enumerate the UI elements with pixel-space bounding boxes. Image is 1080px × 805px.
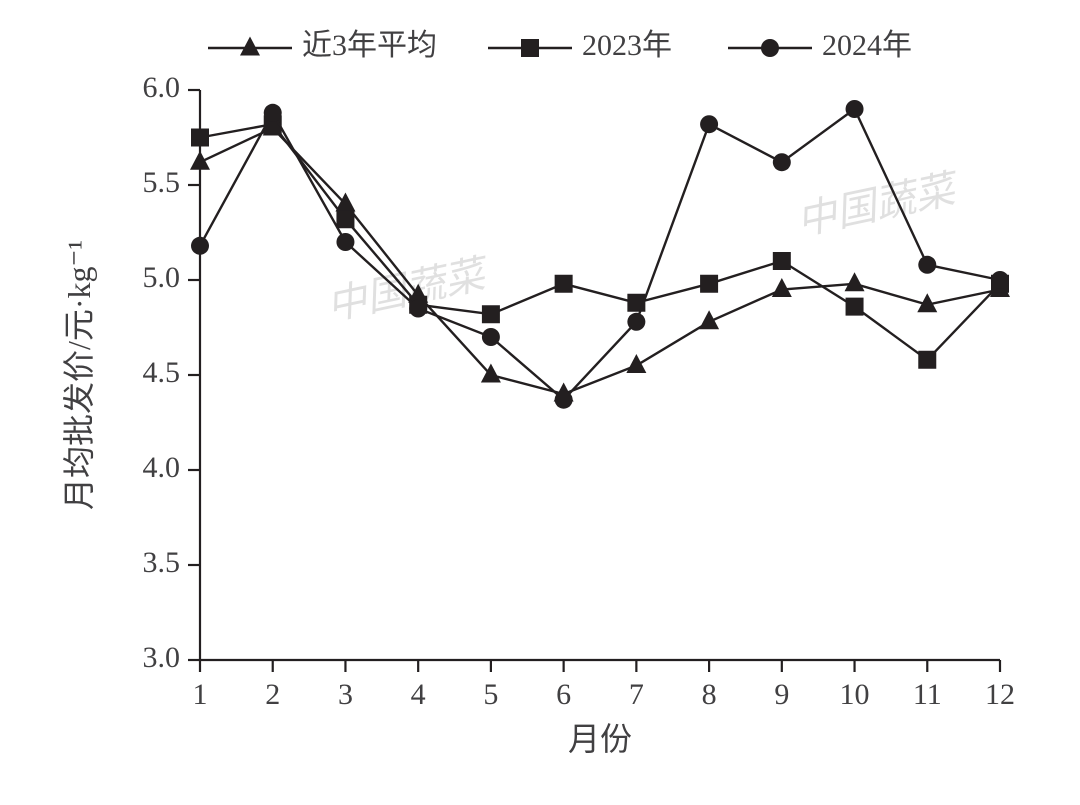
legend-label: 2023年 xyxy=(582,29,672,62)
marker-circle xyxy=(627,313,645,331)
marker-circle xyxy=(846,100,864,118)
marker-square xyxy=(521,39,539,57)
marker-square xyxy=(918,351,936,369)
legend-label: 2024年 xyxy=(822,29,912,62)
legend-label: 近3年平均 xyxy=(302,29,437,62)
marker-square xyxy=(336,210,354,228)
marker-square xyxy=(555,275,573,293)
marker-square xyxy=(700,275,718,293)
y-tick-label: 3.5 xyxy=(143,546,181,579)
y-tick-label: 3.0 xyxy=(143,641,181,674)
marker-circle xyxy=(773,153,791,171)
x-tick-label: 10 xyxy=(840,678,870,711)
x-tick-label: 2 xyxy=(265,678,280,711)
chart-container: 中国蔬菜中国蔬菜3.03.54.04.55.05.56.012345678910… xyxy=(0,0,1080,805)
marker-square xyxy=(773,252,791,270)
marker-circle xyxy=(761,39,779,57)
x-tick-label: 9 xyxy=(774,678,789,711)
y-tick-label: 6.0 xyxy=(143,71,181,104)
y-tick-label: 4.5 xyxy=(143,356,181,389)
marker-square xyxy=(191,129,209,147)
marker-circle xyxy=(191,237,209,255)
marker-circle xyxy=(555,391,573,409)
y-tick-label: 5.0 xyxy=(143,261,181,294)
marker-circle xyxy=(918,256,936,274)
x-tick-label: 11 xyxy=(913,678,942,711)
x-axis-label: 月份 xyxy=(568,721,632,757)
x-tick-label: 3 xyxy=(338,678,353,711)
marker-circle xyxy=(700,115,718,133)
y-axis-label: 月均批发价/元·kg⁻¹ xyxy=(61,240,97,510)
marker-circle xyxy=(991,271,1009,289)
marker-square xyxy=(482,305,500,323)
x-tick-label: 4 xyxy=(411,678,426,711)
x-tick-label: 6 xyxy=(556,678,571,711)
marker-square xyxy=(846,298,864,316)
y-tick-label: 4.0 xyxy=(143,451,181,484)
marker-circle xyxy=(336,233,354,251)
line-chart: 中国蔬菜中国蔬菜3.03.54.04.55.05.56.012345678910… xyxy=(0,0,1080,805)
marker-circle xyxy=(482,328,500,346)
y-tick-label: 5.5 xyxy=(143,166,181,199)
x-tick-label: 8 xyxy=(702,678,717,711)
x-tick-label: 7 xyxy=(629,678,644,711)
x-tick-label: 12 xyxy=(985,678,1015,711)
x-tick-label: 1 xyxy=(193,678,208,711)
marker-circle xyxy=(264,104,282,122)
x-tick-label: 5 xyxy=(483,678,498,711)
marker-circle xyxy=(409,300,427,318)
